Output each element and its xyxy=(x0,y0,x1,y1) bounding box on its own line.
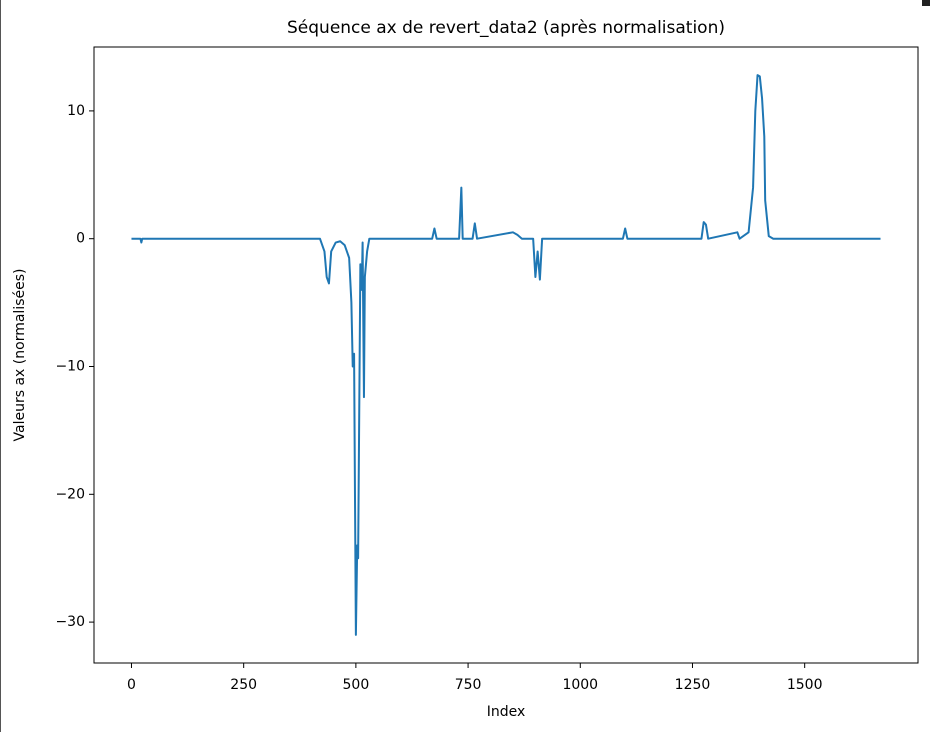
x-tick-label: 500 xyxy=(343,677,370,693)
x-tick-label: 1000 xyxy=(562,677,598,693)
y-tick-label: −10 xyxy=(55,359,85,375)
y-axis-label: Valeurs ax (normalisées) xyxy=(12,269,28,442)
corner-mark xyxy=(922,0,930,6)
plot-frame xyxy=(93,46,919,664)
x-tick-label: 1500 xyxy=(787,677,823,693)
x-tick-label: 750 xyxy=(455,677,482,693)
x-axis-label: Index xyxy=(487,704,526,720)
y-tick-label: −20 xyxy=(55,486,85,502)
y-tick-label: −30 xyxy=(55,614,85,630)
y-tick-label: 0 xyxy=(76,231,85,247)
x-tick-label: 0 xyxy=(127,677,136,693)
y-tick-label: 10 xyxy=(67,103,85,119)
x-tick-label: 1250 xyxy=(675,677,711,693)
x-tick-label: 250 xyxy=(230,677,257,693)
data-line xyxy=(131,74,881,636)
chart-title: Séquence ax de revert_data2 (après norma… xyxy=(287,18,725,38)
